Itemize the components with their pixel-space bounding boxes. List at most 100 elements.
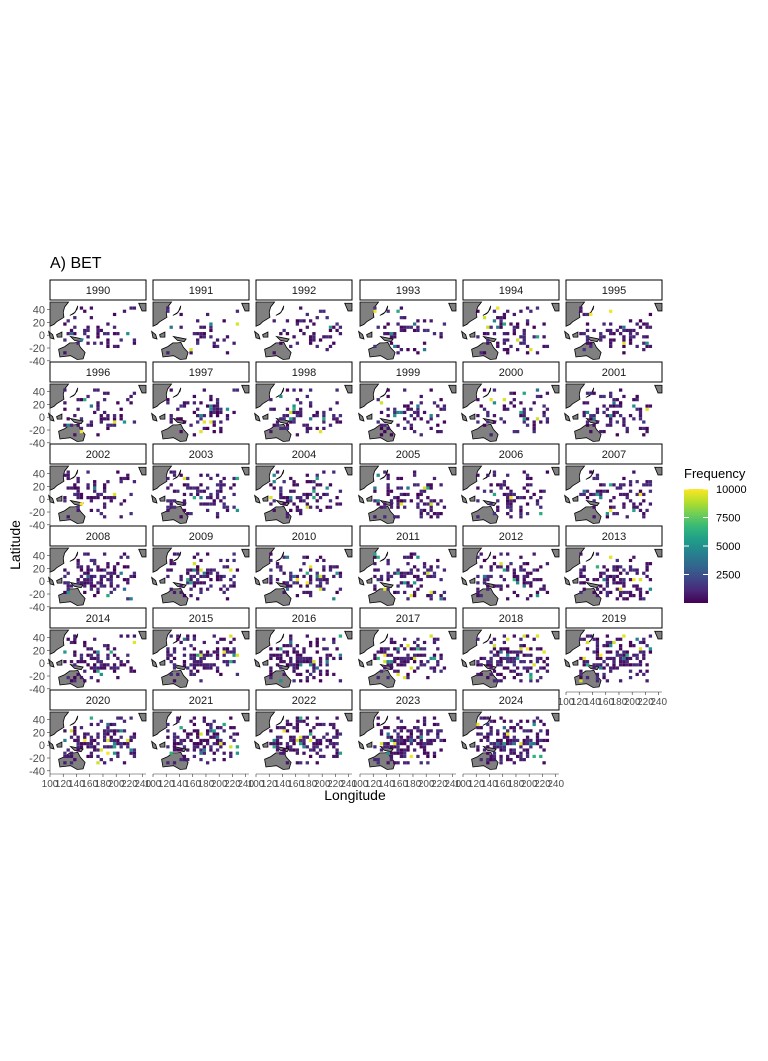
heat-cell [496, 679, 500, 683]
heat-cell [419, 515, 423, 519]
heat-cell [219, 480, 223, 484]
heat-cell [205, 729, 210, 733]
heat-cell [412, 348, 417, 352]
heat-cell [119, 634, 123, 638]
heat-cell [172, 505, 177, 509]
heat-cell [215, 669, 220, 673]
heat-cell [225, 647, 230, 651]
facet-strip-label: 2020 [86, 695, 110, 707]
heat-cell [272, 473, 276, 477]
land-polygon [471, 669, 499, 688]
heat-cell [328, 499, 333, 503]
facet-strip [565, 279, 663, 301]
heat-cell [269, 552, 273, 556]
heat-cell [642, 571, 646, 575]
heat-cell [579, 656, 583, 661]
heat-cell [192, 656, 197, 661]
heat-cell [126, 555, 130, 559]
heat-cell [285, 745, 290, 749]
heat-cell [602, 335, 606, 339]
heat-cell [308, 656, 313, 661]
heat-cell [232, 341, 236, 345]
heat-cell [116, 676, 120, 680]
heat-cell [399, 492, 404, 497]
facet-strip-label: 2016 [292, 613, 316, 625]
heat-cell [83, 578, 87, 582]
heat-cell [202, 663, 206, 667]
heat-cell [515, 322, 520, 326]
heat-cell [515, 672, 520, 677]
heat-cell [215, 571, 220, 575]
heat-cell [499, 672, 503, 677]
heat-cell [212, 650, 216, 654]
heat-cell [605, 407, 610, 411]
heat-cell [525, 597, 530, 601]
heat-cell [582, 348, 586, 352]
heat-cell [422, 722, 427, 727]
heat-cell [79, 426, 84, 431]
heat-cell [322, 335, 326, 339]
heat-cell [542, 344, 546, 349]
heat-cell [496, 584, 500, 588]
heat-cell [83, 590, 87, 595]
heat-cell [436, 430, 440, 434]
heat-cell [506, 332, 510, 336]
heat-cell [599, 483, 603, 487]
heat-cell [499, 679, 503, 683]
heat-cell [232, 660, 236, 664]
heat-cell [535, 351, 540, 355]
heat-cell [69, 754, 74, 759]
heat-cell [279, 341, 283, 345]
land-polygon [152, 383, 173, 409]
heat-cell [222, 319, 226, 323]
heat-cell [119, 555, 123, 559]
heat-cell [506, 729, 510, 733]
heat-cell [622, 351, 626, 355]
facet-strip [255, 279, 353, 301]
heat-cell [416, 351, 420, 355]
heat-cell [289, 748, 293, 752]
heat-cell [615, 574, 619, 579]
heat-cell [182, 492, 187, 497]
heat-cell [432, 656, 437, 661]
heat-cell [196, 597, 200, 601]
heat-cell [499, 587, 503, 591]
heat-cell [109, 729, 113, 733]
heat-cell [492, 555, 497, 559]
heat-cell [172, 761, 177, 765]
heat-cell [379, 433, 384, 437]
land-polygon [551, 466, 560, 476]
heat-cell [489, 660, 493, 664]
heat-cell [379, 669, 384, 673]
heat-cell [279, 394, 283, 399]
heat-cell [89, 742, 94, 746]
heat-cell [476, 587, 480, 591]
facet-panel: 2007 [564, 443, 663, 524]
heat-cell [515, 650, 520, 654]
heat-cell [492, 745, 497, 749]
facet-strip-label: 1992 [292, 285, 316, 297]
heat-cell [86, 647, 90, 651]
land-polygon [482, 335, 497, 343]
heat-cell [509, 391, 513, 395]
heat-cell [172, 679, 177, 683]
heat-cell [605, 656, 610, 661]
heat-cell [632, 470, 636, 474]
heat-cell [492, 492, 497, 497]
heat-cell [519, 754, 523, 759]
heat-cell [196, 568, 200, 572]
y-tick-label: 20 [33, 399, 45, 411]
heat-cell [403, 676, 407, 680]
heat-cell [106, 391, 110, 395]
heat-cell [496, 738, 500, 743]
heat-cell [106, 496, 110, 500]
heat-cell [406, 729, 410, 733]
heat-cell [76, 558, 80, 563]
heat-cell [232, 388, 236, 392]
heat-cell [318, 578, 323, 582]
heat-cell [432, 332, 437, 336]
heat-cell [579, 571, 583, 575]
facet-strip-label: 1990 [86, 285, 110, 297]
heat-cell [295, 653, 300, 657]
heat-cell [393, 742, 397, 746]
